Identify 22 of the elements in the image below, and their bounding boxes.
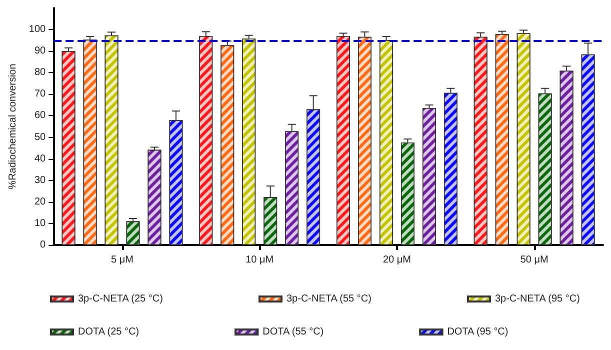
y-axis-title: %Radiochemical conversion: [8, 64, 18, 190]
y-tick-label: 80: [34, 67, 46, 78]
legend-label: DOTA (55 °C): [262, 326, 324, 338]
x-tick-label: 20 μM: [382, 254, 411, 266]
x-tick-label: 10 μM: [246, 254, 274, 266]
y-tick-label: 30: [34, 174, 46, 186]
y-tick-label: 60: [34, 110, 46, 122]
legend-label: DOTA (95 °C): [447, 326, 508, 338]
y-tick-label: 20: [34, 196, 46, 208]
x-tick-label: 5 μM: [111, 254, 134, 266]
legend-label: 3p-C-NETA (25 °C): [78, 294, 163, 304]
y-tick-label: 40: [34, 153, 46, 164]
legend-label: DOTA (25 °C): [78, 326, 140, 338]
y-tick-label: 0: [40, 240, 46, 250]
legend-label: 3p-C-NETA (95 °C): [494, 294, 580, 304]
y-tick-label: 10: [34, 218, 46, 229]
y-tick-label: 50: [34, 132, 46, 143]
y-tick-label: 100: [28, 24, 46, 36]
y-tick-label: 90: [34, 46, 46, 57]
legend-label: 3p-C-NETA (55 °C): [286, 294, 372, 304]
x-tick-label: 50 μM: [520, 254, 548, 266]
y-tick-label: 70: [34, 88, 46, 100]
